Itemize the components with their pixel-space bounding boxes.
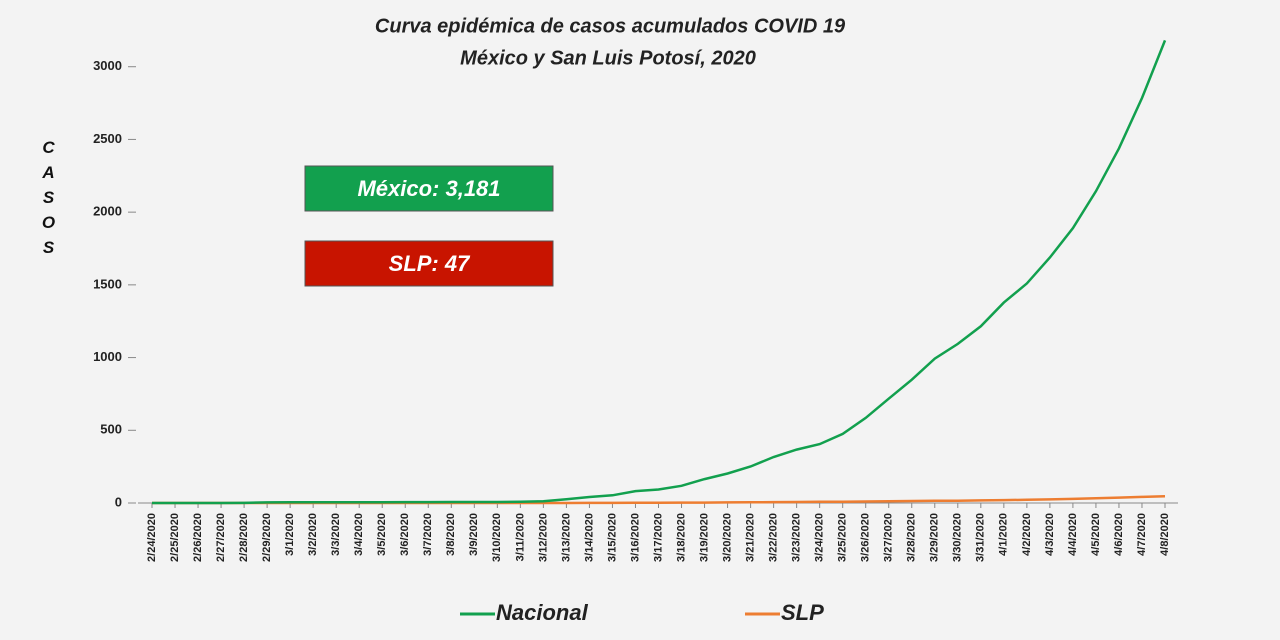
x-tick-label: 3/28/2020	[906, 513, 918, 562]
x-tick-label: 2/26/2020	[192, 513, 204, 562]
annotation-text: SLP: 47	[389, 251, 471, 276]
x-tick-label: 3/29/2020	[929, 513, 941, 562]
x-tick-label: 3/1/2020	[284, 513, 296, 556]
x-tick-label: 3/12/2020	[537, 513, 549, 562]
x-tick-label: 4/8/2020	[1159, 513, 1171, 556]
x-tick-label: 3/5/2020	[376, 513, 388, 556]
x-tick-label: 4/6/2020	[1113, 513, 1125, 556]
y-tick-label: 0	[115, 494, 122, 509]
x-tick-label: 4/7/2020	[1136, 513, 1148, 556]
y-tick-label: 3000	[93, 58, 122, 73]
y-axis-label: CASOS	[39, 138, 58, 263]
x-tick-label: 3/17/2020	[652, 513, 664, 562]
x-tick-label: 4/4/2020	[1067, 513, 1079, 556]
x-tick-label: 3/22/2020	[768, 513, 780, 562]
x-tick-label: 3/23/2020	[791, 513, 803, 562]
chart-subtitle: México y San Luis Potosí, 2020	[460, 47, 756, 69]
x-tick-label: 3/16/2020	[629, 513, 641, 562]
x-tick-label: 3/13/2020	[560, 513, 572, 562]
y-tick-label: 1500	[93, 276, 122, 291]
x-tick-label: 3/20/2020	[721, 513, 733, 562]
x-tick-label: 3/15/2020	[606, 513, 618, 562]
x-tick-label: 4/1/2020	[998, 513, 1010, 556]
x-tick-label: 3/25/2020	[837, 513, 849, 562]
x-tick-label: 4/3/2020	[1044, 513, 1056, 556]
x-tick-label: 3/24/2020	[814, 513, 826, 562]
x-tick-label: 2/28/2020	[238, 513, 250, 562]
chart-title: Curva epidémica de casos acumulados COVI…	[375, 15, 846, 37]
x-tick-label: 2/24/2020	[146, 513, 158, 562]
x-tick-label: 3/9/2020	[468, 513, 480, 556]
x-tick-label: 3/6/2020	[399, 513, 411, 556]
x-tick-label: 2/27/2020	[215, 513, 227, 562]
x-tick-label: 3/2/2020	[307, 513, 319, 556]
x-tick-label: 3/27/2020	[883, 513, 895, 562]
x-tick-label: 3/11/2020	[514, 513, 526, 561]
x-tick-label: 3/4/2020	[353, 513, 365, 556]
x-tick-label: 3/21/2020	[744, 513, 756, 562]
x-tick-label: 2/29/2020	[261, 513, 273, 562]
x-tick-label: 3/3/2020	[330, 513, 342, 556]
y-tick-label: 2500	[93, 131, 122, 146]
annotation-box	[304, 240, 554, 287]
x-tick-label: 4/2/2020	[1021, 513, 1033, 556]
x-tick-label: 3/8/2020	[445, 513, 457, 556]
x-tick-label: 3/31/2020	[975, 513, 987, 562]
x-tick-label: 3/7/2020	[422, 513, 434, 556]
legend-label: Nacional	[496, 600, 589, 625]
legend-label: SLP	[781, 600, 824, 625]
y-tick-label: 500	[100, 422, 122, 437]
x-tick-label: 4/5/2020	[1090, 513, 1102, 556]
annotation-text: México: 3,181	[357, 176, 500, 201]
x-tick-label: 3/14/2020	[583, 513, 595, 562]
x-tick-label: 3/26/2020	[860, 513, 872, 562]
x-tick-label: 2/25/2020	[169, 513, 181, 562]
x-tick-label: 3/19/2020	[698, 513, 710, 562]
x-tick-label: 3/30/2020	[952, 513, 964, 562]
y-tick-label: 1000	[93, 349, 122, 364]
y-tick-label: 2000	[93, 204, 122, 219]
annotation-box	[304, 165, 554, 212]
series-line	[152, 39, 1167, 505]
x-tick-label: 3/10/2020	[491, 513, 503, 562]
x-tick-label: 3/18/2020	[675, 513, 687, 562]
